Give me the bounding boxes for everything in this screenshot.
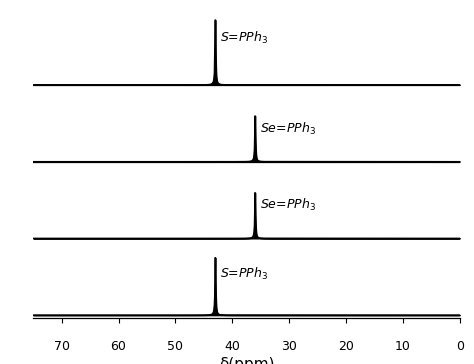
Text: Se=PPh$_3$: Se=PPh$_3$ <box>260 120 316 136</box>
X-axis label: δ(ppm): δ(ppm) <box>219 357 274 364</box>
Text: S=PPh$_3$: S=PPh$_3$ <box>220 30 268 46</box>
Text: Se=PPh$_3$: Se=PPh$_3$ <box>260 197 316 213</box>
Text: S=PPh$_3$: S=PPh$_3$ <box>220 265 268 282</box>
